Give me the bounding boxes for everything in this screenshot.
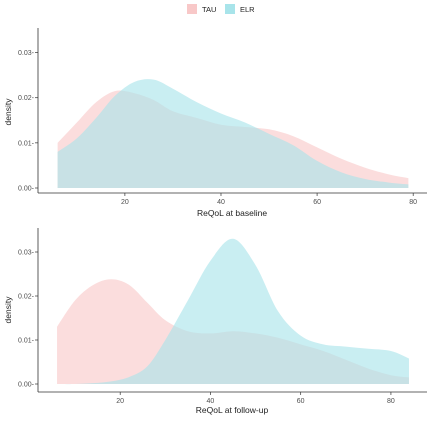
chart-follow-up: 0.00- 0.01- 0.02- 0.03- 20 40 60 80 density Re…	[3, 228, 427, 415]
followup-x-ticks: 20 40 60 80	[116, 392, 395, 405]
x-tick-label: 60	[297, 398, 305, 405]
x-tick-label: 40	[217, 199, 225, 206]
followup-ylabel: density	[3, 296, 13, 324]
y-tick-label: 0.03-	[18, 250, 35, 257]
baseline-plot-area	[57, 79, 409, 188]
x-tick-label: 40	[207, 398, 215, 405]
x-tick-label: 20	[121, 199, 129, 206]
y-tick-label: 0.00-	[18, 382, 35, 389]
baseline-xlabel: ReQoL at baseline	[197, 208, 267, 218]
y-tick-label: 0.01-	[18, 338, 35, 345]
followup-plot-area	[57, 238, 409, 385]
x-tick-label: 80	[387, 398, 395, 405]
followup-xlabel: ReQoL at follow-up	[196, 405, 269, 415]
chart-baseline: 0.00- 0.01- 0.02- 0.03- 20 40 60 80 density Re…	[3, 28, 427, 218]
x-tick-label: 80	[409, 199, 417, 206]
density-area-elr	[57, 79, 409, 188]
y-tick-label: 0.02-	[18, 294, 35, 301]
legend: TAU ELR	[187, 4, 255, 14]
y-tick-label: 0.01-	[18, 140, 35, 147]
x-tick-label: 20	[116, 398, 124, 405]
legend-label-tau: TAU	[202, 5, 216, 14]
baseline-x-ticks: 20 40 60 80	[121, 193, 417, 206]
baseline-y-ticks: 0.00- 0.01- 0.02- 0.03-	[18, 50, 38, 193]
y-tick-label: 0.00-	[18, 186, 35, 193]
y-tick-label: 0.02-	[18, 95, 35, 102]
density-area-elr	[57, 238, 409, 385]
legend-swatch-elr	[225, 4, 235, 14]
y-tick-label: 0.03-	[18, 50, 35, 57]
x-tick-label: 60	[313, 199, 321, 206]
legend-swatch-tau	[187, 4, 197, 14]
followup-y-ticks: 0.00- 0.01- 0.02- 0.03-	[18, 250, 38, 389]
legend-label-elr: ELR	[240, 5, 255, 14]
baseline-ylabel: density	[3, 98, 13, 126]
